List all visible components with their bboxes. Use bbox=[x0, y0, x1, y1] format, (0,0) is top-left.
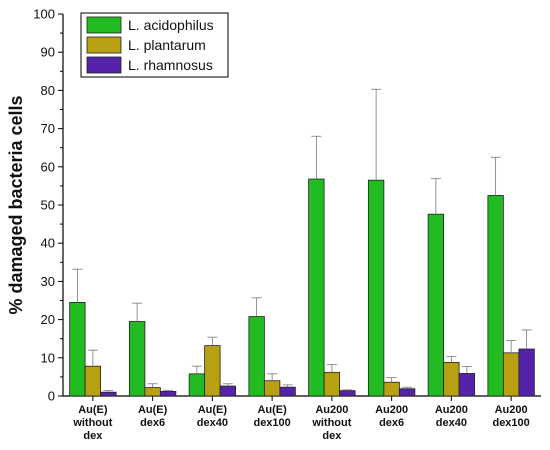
x-tick-label: Au(E) dex100 bbox=[253, 404, 290, 429]
bar bbox=[159, 391, 177, 397]
bar bbox=[308, 178, 325, 397]
legend-label: L. plantarum bbox=[128, 37, 206, 53]
x-tick-label-line: without bbox=[72, 417, 112, 429]
bar bbox=[248, 316, 265, 397]
bar bbox=[219, 385, 237, 397]
x-tick-label-line: dex40 bbox=[436, 417, 467, 429]
legend-swatch bbox=[86, 16, 122, 34]
x-tick-label-line: Au200 bbox=[435, 404, 468, 416]
x-tick-label-line: Au(E) bbox=[257, 404, 287, 416]
y-tick-label: 50 bbox=[41, 198, 55, 213]
y-tick-label: 40 bbox=[41, 236, 55, 251]
bar bbox=[84, 365, 102, 397]
y-tick-label: 100 bbox=[33, 7, 55, 22]
legend-label: L. acidophilus bbox=[128, 17, 214, 33]
x-tick-label: Au(E) without dex bbox=[72, 404, 112, 442]
y-tick-label: 0 bbox=[48, 389, 55, 404]
x-tick-label-line: Au200 bbox=[315, 404, 348, 416]
legend-swatch bbox=[86, 56, 122, 74]
x-tick-label: Au200 without dex bbox=[311, 404, 351, 442]
y-tick-label: 10 bbox=[41, 350, 55, 365]
bar bbox=[204, 345, 221, 397]
x-tick-label-line: Au(E) bbox=[138, 404, 168, 416]
y-axis-label: % damaged bacteria cells bbox=[6, 95, 26, 314]
bar bbox=[502, 352, 520, 397]
bar bbox=[487, 195, 504, 397]
y-tick-label: 90 bbox=[41, 45, 55, 60]
x-tick-label-line: dex6 bbox=[140, 417, 165, 429]
x-tick-label-line: dex bbox=[322, 430, 342, 442]
x-tick-label: Au(E) dex40 bbox=[197, 404, 228, 429]
x-tick-label-line: dex bbox=[83, 430, 103, 442]
bar bbox=[383, 381, 400, 397]
x-tick-label-line: dex100 bbox=[492, 417, 529, 429]
x-tick-label-line: dex40 bbox=[197, 417, 228, 429]
bar bbox=[339, 390, 356, 397]
x-tick-label-line: dex6 bbox=[379, 417, 404, 429]
x-tick-label-line: without bbox=[311, 417, 351, 429]
bar bbox=[279, 386, 296, 397]
bar bbox=[323, 371, 341, 397]
bar bbox=[100, 391, 117, 397]
x-tick-label-line: Au200 bbox=[495, 404, 528, 416]
bar bbox=[458, 373, 476, 397]
x-tick-label-line: Au(E) bbox=[198, 404, 228, 416]
bar bbox=[427, 213, 445, 397]
y-tick-label: 70 bbox=[41, 121, 55, 136]
x-tick-label-line: Au200 bbox=[375, 404, 408, 416]
x-tick-label: Au200 dex40 bbox=[435, 404, 468, 429]
bar bbox=[398, 388, 416, 397]
bar bbox=[443, 361, 460, 397]
legend-swatch bbox=[86, 36, 122, 54]
bar bbox=[69, 302, 86, 397]
bar bbox=[263, 380, 281, 397]
x-tick-label: Au(E) dex6 bbox=[138, 404, 168, 429]
x-tick-label: Au200 dex100 bbox=[492, 404, 529, 429]
bar bbox=[518, 348, 535, 397]
y-tick-label: 30 bbox=[41, 274, 55, 289]
y-tick-label: 20 bbox=[41, 312, 55, 327]
x-tick-label-line: Au(E) bbox=[78, 404, 108, 416]
y-tick-label: 80 bbox=[41, 83, 55, 98]
bar bbox=[367, 179, 385, 397]
x-tick-label: Au200 dex6 bbox=[375, 404, 408, 429]
bar bbox=[144, 387, 161, 397]
bar bbox=[188, 373, 206, 397]
x-tick-label-line: dex100 bbox=[253, 417, 290, 429]
legend-label: L. rhamnosus bbox=[128, 57, 213, 73]
y-tick-label: 60 bbox=[41, 159, 55, 174]
bar bbox=[128, 321, 146, 397]
